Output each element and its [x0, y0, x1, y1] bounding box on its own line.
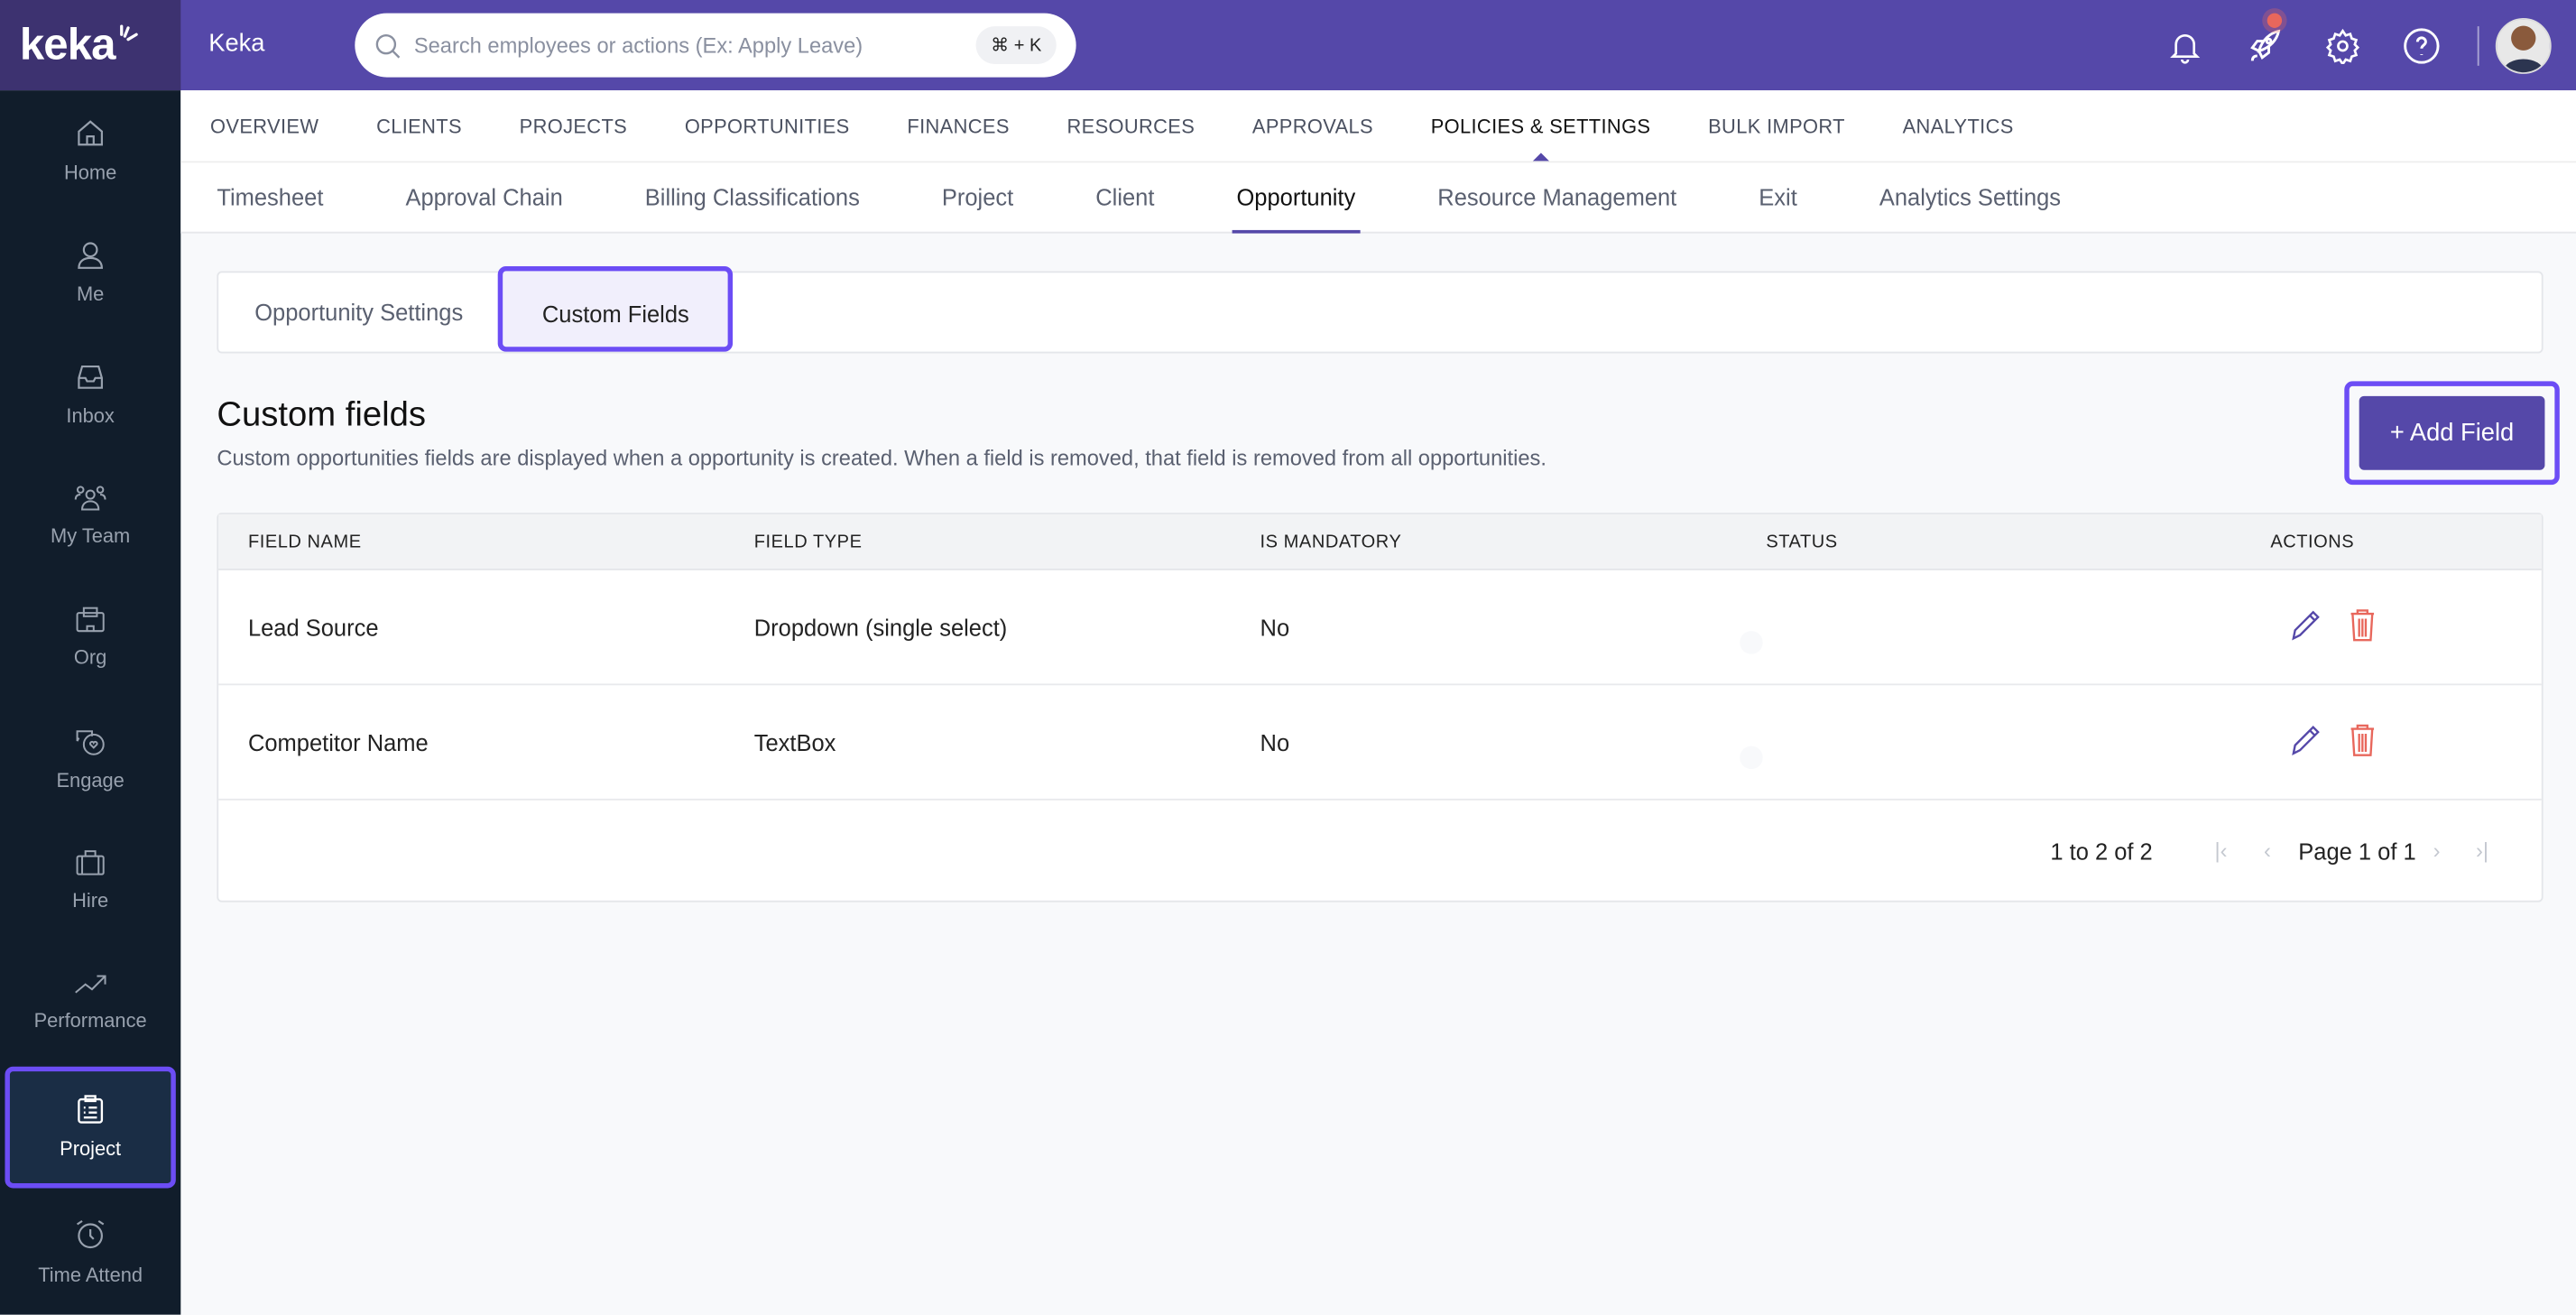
field-type: Dropdown (single select)	[753, 614, 1008, 641]
sidebar-item-performance[interactable]: Performance	[0, 941, 180, 1063]
table-header: FIELD NAME FIELD TYPE IS MANDATORY STATU…	[218, 514, 2542, 570]
sidebar-item-engage[interactable]: Engage	[0, 699, 180, 820]
app-title: Keka	[208, 29, 265, 58]
sidebar-item-hire[interactable]: Hire	[0, 820, 180, 942]
building-icon	[76, 607, 105, 633]
tab-opportunity-settings[interactable]: Opportunity Settings	[254, 299, 464, 326]
col-status: STATUS	[1766, 532, 1838, 551]
user-avatar[interactable]	[2495, 17, 2552, 74]
delete-icon[interactable]	[2348, 607, 2377, 648]
pagination-range: 1 to 2 of 2	[2050, 838, 2153, 865]
shortcut-badge: ⌘ + K	[975, 26, 1057, 65]
sidebar-label: Inbox	[66, 403, 115, 428]
team-icon	[74, 486, 106, 511]
sidebar-label: Me	[76, 282, 105, 306]
subnav-opportunity[interactable]: Opportunity	[1231, 161, 1362, 234]
sidebar-label: Hire	[72, 889, 109, 912]
bell-icon[interactable]	[2146, 27, 2224, 63]
sidebar: Home Me Inbox My Team Org Engage Hire Pe…	[0, 90, 181, 1315]
sidebar-item-project[interactable]: Project	[5, 1066, 176, 1189]
first-page-icon[interactable]: |‹	[2214, 838, 2228, 863]
edit-icon[interactable]	[2288, 607, 2324, 648]
nav-clients[interactable]: CLIENTS	[376, 114, 462, 138]
sidebar-label: Project	[60, 1136, 122, 1161]
subnav-analytics-settings[interactable]: Analytics Settings	[1879, 183, 2062, 211]
subnav-resource-management[interactable]: Resource Management	[1437, 183, 1677, 211]
clipboard-icon	[78, 1095, 104, 1124]
sidebar-label: Org	[73, 645, 107, 670]
inbox-icon	[78, 365, 103, 389]
home-icon	[78, 120, 103, 146]
nav-policies-settings[interactable]: POLICIES & SETTINGS	[1430, 114, 1651, 164]
gear-icon[interactable]	[2304, 27, 2382, 64]
trend-icon	[75, 975, 106, 994]
nav-projects[interactable]: PROJECTS	[519, 114, 628, 138]
keka-logo[interactable]: keka	[0, 0, 181, 91]
sidebar-label: Performance	[33, 1008, 147, 1033]
is-mandatory: No	[1260, 728, 1290, 755]
custom-fields-table: FIELD NAME FIELD TYPE IS MANDATORY STATU…	[217, 513, 2544, 903]
subnav-billing-classifications[interactable]: Billing Classifications	[644, 183, 860, 211]
col-actions: ACTIONS	[2270, 532, 2355, 551]
briefcase-icon	[76, 850, 105, 875]
field-type: TextBox	[753, 728, 836, 755]
nav-bulk-import[interactable]: BULK IMPORT	[1708, 114, 1845, 138]
top-bar: keka Keka Search employees or actions (E…	[0, 0, 2576, 91]
sidebar-item-me[interactable]: Me	[0, 212, 180, 334]
sidebar-label: My Team	[51, 523, 131, 548]
help-icon[interactable]	[2382, 25, 2461, 65]
delete-icon[interactable]	[2348, 721, 2377, 763]
sidebar-item-org[interactable]: Org	[0, 577, 180, 699]
logo-text: keka	[19, 19, 116, 69]
header-divider	[2477, 25, 2479, 65]
settings-tabs: Opportunity Settings Custom Fields	[217, 265, 2544, 354]
sidebar-label: Engage	[56, 769, 125, 792]
sidebar-item-inbox[interactable]: Inbox	[0, 334, 180, 456]
add-field-button[interactable]: + Add Field	[2359, 395, 2545, 470]
tab-custom-fields[interactable]: Custom Fields	[497, 265, 734, 352]
section-title: Custom fields	[217, 395, 426, 434]
last-page-icon[interactable]: ›|	[2475, 838, 2488, 863]
sidebar-label: Time Attend	[38, 1264, 143, 1287]
sidebar-item-home[interactable]: Home	[0, 90, 180, 212]
subnav-project[interactable]: Project	[941, 183, 1014, 211]
edit-icon[interactable]	[2288, 721, 2324, 763]
nav-resources[interactable]: RESOURCES	[1066, 114, 1196, 138]
sidebar-label: Home	[63, 161, 117, 184]
col-field-type: FIELD TYPE	[753, 532, 863, 551]
search-input[interactable]: Search employees or actions (Ex: Apply L…	[355, 13, 1076, 78]
search-placeholder: Search employees or actions (Ex: Apply L…	[413, 32, 863, 58]
user-icon	[78, 242, 103, 269]
sidebar-item-time-attend[interactable]: Time Attend	[0, 1191, 180, 1313]
main-nav: OVERVIEW CLIENTS PROJECTS OPPORTUNITIES …	[180, 90, 2576, 164]
next-page-icon[interactable]: ›	[2433, 838, 2441, 863]
prev-page-icon[interactable]: ‹	[2264, 838, 2271, 863]
table-row: Lead Source Dropdown (single select) No	[218, 570, 2542, 686]
nav-finances[interactable]: FINANCES	[907, 114, 1010, 138]
is-mandatory: No	[1260, 614, 1290, 641]
section-description: Custom opportunities fields are displaye…	[217, 445, 1547, 470]
nav-opportunities[interactable]: OPPORTUNITIES	[684, 114, 850, 138]
search-icon	[375, 33, 401, 58]
field-name: Lead Source	[247, 614, 379, 641]
chat-heart-icon	[76, 730, 105, 755]
col-field-name: FIELD NAME	[247, 532, 362, 551]
subnav-approval-chain[interactable]: Approval Chain	[405, 183, 563, 211]
field-name: Competitor Name	[247, 728, 429, 755]
page-indicator: Page 1 of 1	[2298, 838, 2416, 865]
nav-analytics[interactable]: ANALYTICS	[1902, 114, 2014, 138]
sub-nav: Timesheet Approval Chain Billing Classif…	[180, 161, 2576, 234]
table-row: Competitor Name TextBox No	[218, 685, 2542, 801]
alarm-clock-icon	[76, 1219, 105, 1249]
nav-approvals[interactable]: APPROVALS	[1251, 114, 1373, 138]
rocket-icon[interactable]	[2224, 12, 2303, 65]
notification-dot	[2267, 12, 2283, 28]
sidebar-item-my-team[interactable]: My Team	[0, 455, 180, 577]
nav-overview[interactable]: OVERVIEW	[210, 114, 319, 138]
col-is-mandatory: IS MANDATORY	[1260, 532, 1402, 551]
subnav-exit[interactable]: Exit	[1759, 183, 1797, 211]
add-field-highlight: + Add Field	[2344, 381, 2560, 486]
subnav-timesheet[interactable]: Timesheet	[217, 183, 324, 211]
subnav-client[interactable]: Client	[1095, 183, 1155, 211]
